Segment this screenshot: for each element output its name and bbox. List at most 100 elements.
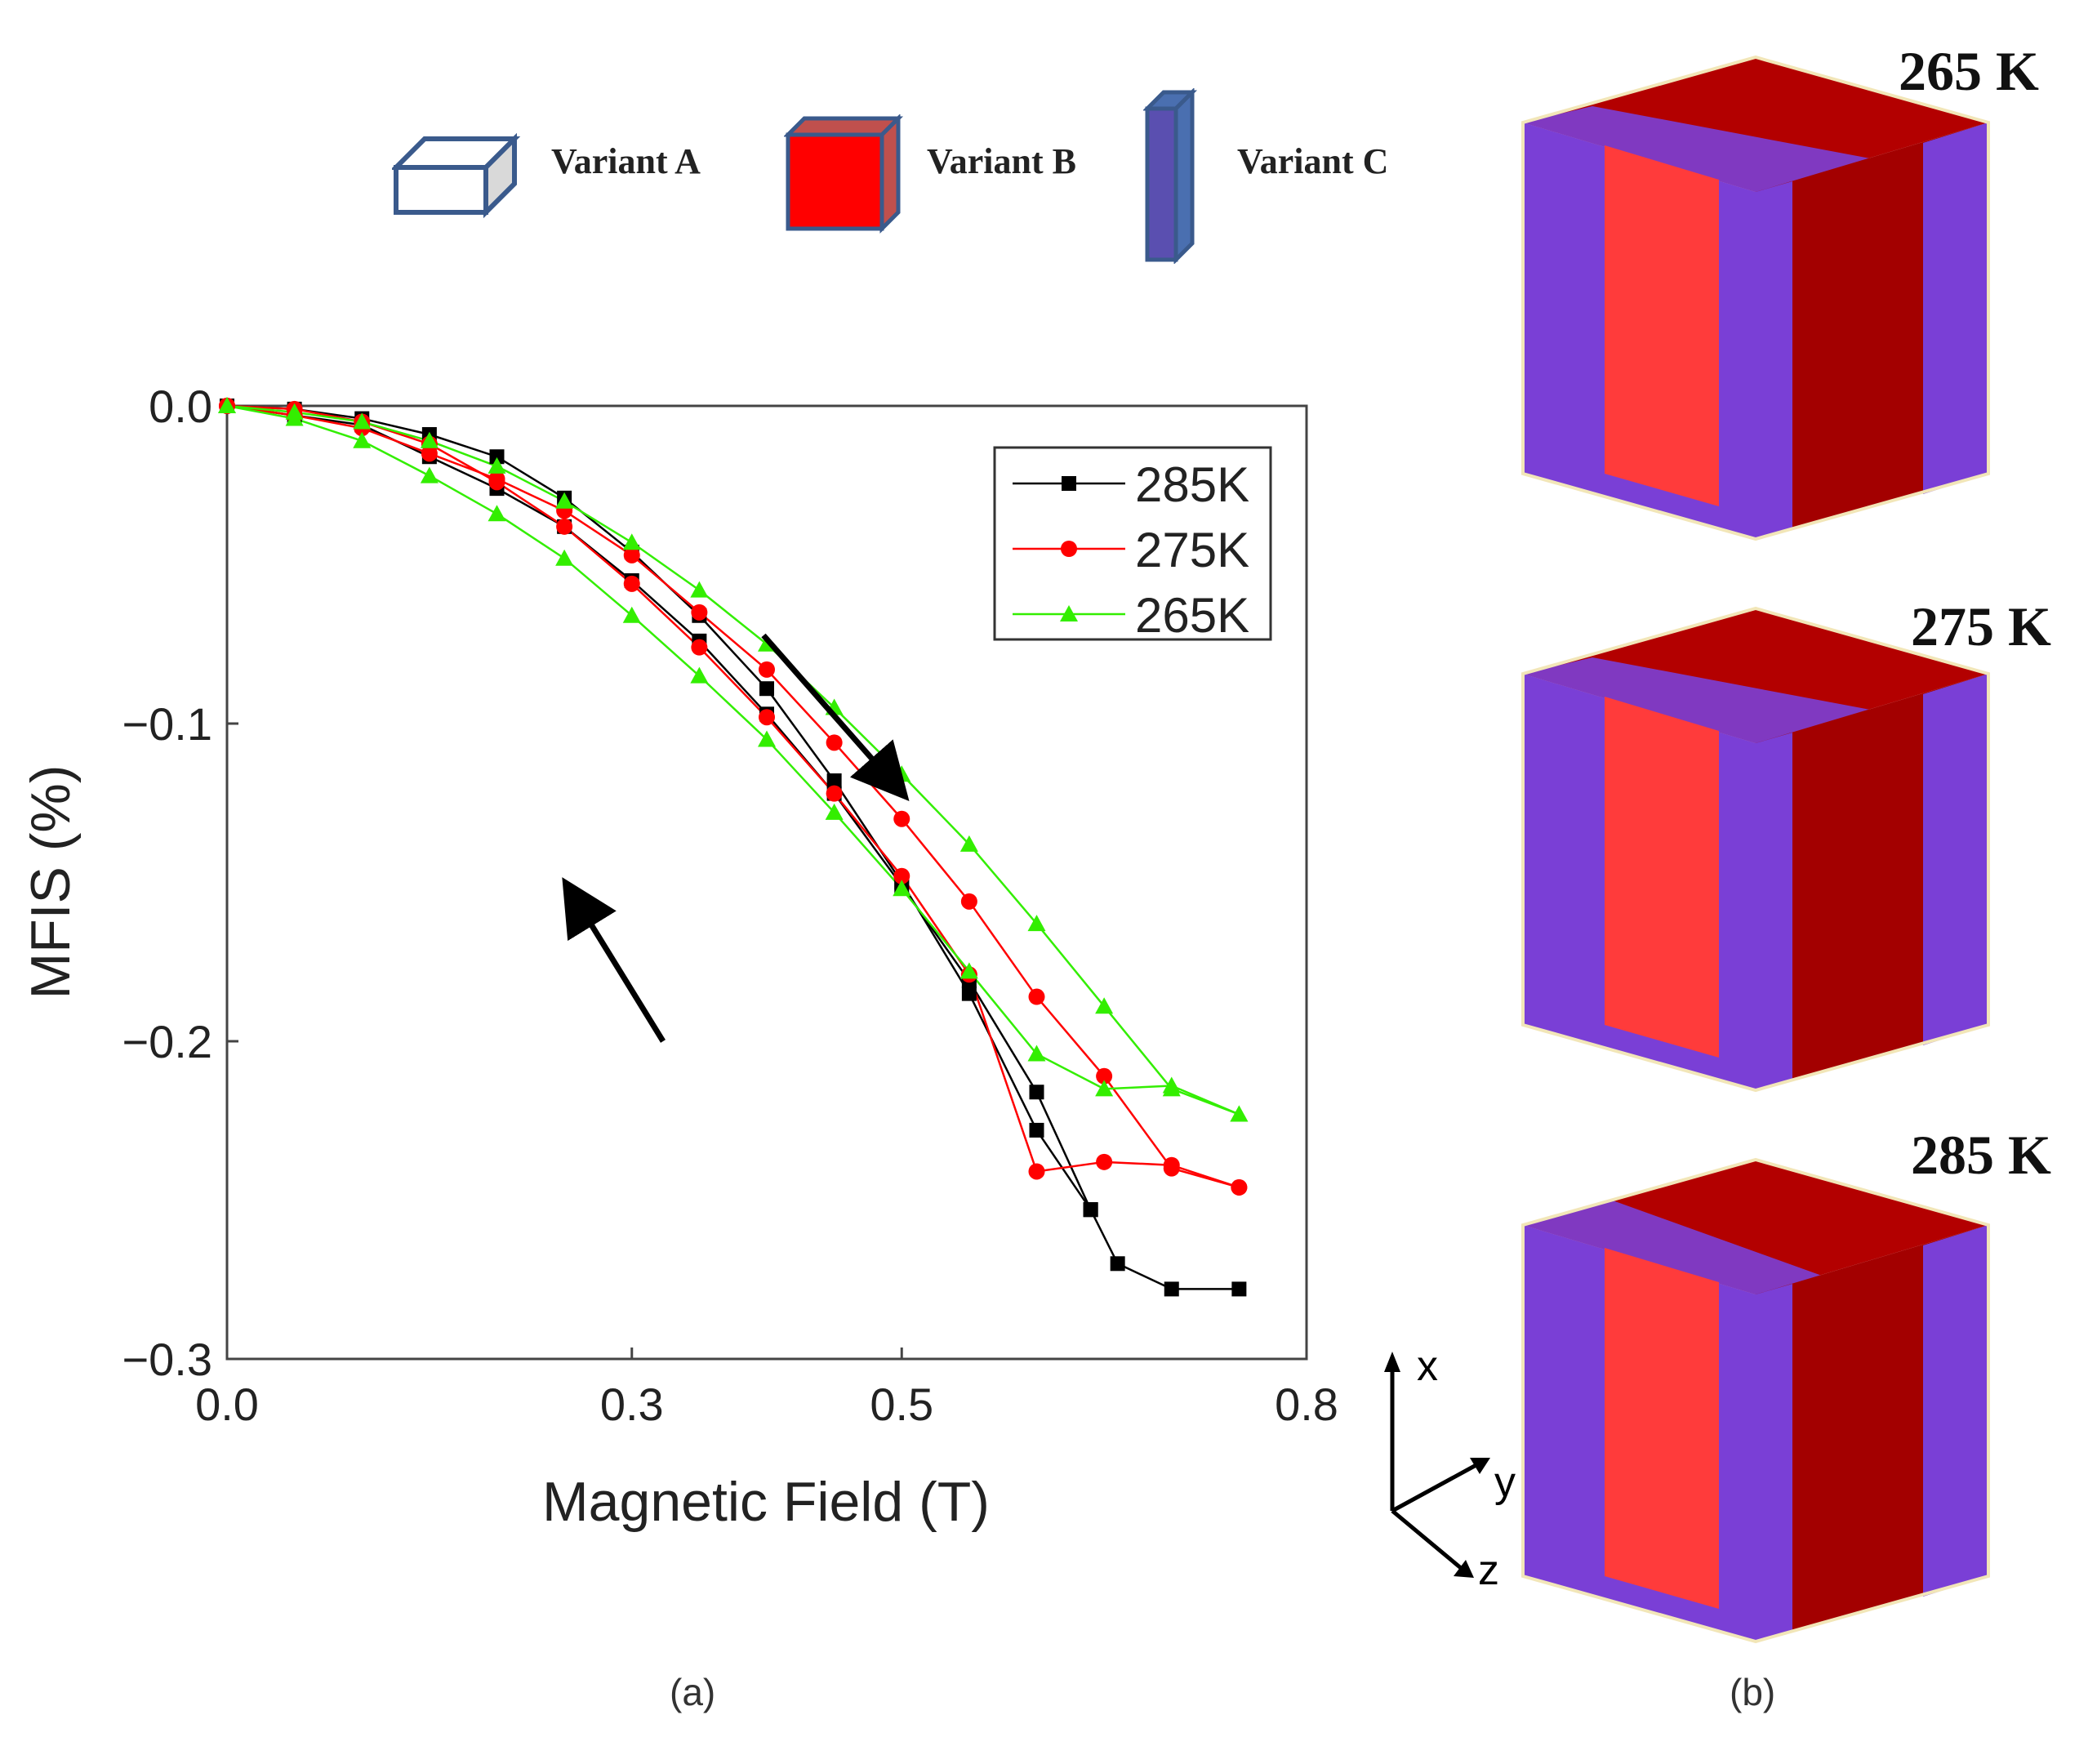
series-285K-end-line [1089,1209,1240,1290]
series-265K-point [285,409,304,426]
series-265K-point [555,549,574,566]
axis-z-label: z [1478,1547,1499,1592]
y-tick-label: −0.2 [122,1016,212,1067]
series-285K-point [1164,1281,1179,1297]
legend-label-275K: 275K [1135,523,1249,577]
series-265K-point [622,606,641,623]
cube-label-285: 285 K [1911,1124,2051,1186]
series-285K-point [1231,1281,1247,1297]
axis-y-label: y [1494,1459,1516,1506]
series-285K-return-line [226,404,1092,1210]
series-265K-point [420,466,439,483]
series-265K-point [959,835,978,852]
series-265K-point [488,457,506,474]
variant-b-icon [784,114,904,234]
series-285K-point [826,773,842,789]
variant-a-icon [392,132,521,219]
series-275K-point [691,604,708,621]
series-265K-point [1027,915,1046,932]
series-265K-point [420,431,439,448]
series-265K-point [1027,1045,1046,1062]
cube-label-265: 265 K [1899,40,2039,102]
series-275K-point [759,709,775,726]
series-275K-point [960,893,977,910]
series-265K-point [353,412,372,430]
series-275K-point [1096,1067,1113,1085]
caption-b: (b) [1730,1671,1776,1713]
cube-285 [1521,1157,1990,1644]
series-285K-point [1110,1256,1125,1272]
series-265K-point [959,962,978,979]
series-275K-point [826,734,843,751]
series-265K-loading-line [226,404,1240,1116]
legend-label-265K: 265K [1135,588,1249,643]
series-285K-point [489,449,505,465]
variant-legend: Variant A Variant B Variant C [384,82,1445,270]
loading-arrow [761,633,910,802]
legend-marker-275K [1061,541,1077,557]
variant-b-label: Variant B [927,141,1076,181]
series-275K-point [1028,988,1045,1005]
axis-triad: x y z [1384,1343,1516,1592]
series-275K-point [893,867,910,884]
series-275K-point [1163,1156,1180,1174]
y-tick-label: −0.1 [122,698,212,750]
series-265K-point [353,431,372,448]
caption-a: (a) [670,1671,716,1713]
series-265K-point [1230,1105,1249,1122]
series-275K-point [1096,1153,1113,1170]
legend-marker-285K [1062,476,1076,491]
series-265K-point [1095,1080,1114,1097]
series-275K-point [826,785,843,802]
series-265K-point [893,880,911,897]
series-275K-point [623,546,640,564]
series-285K-point [759,681,774,697]
series-265K-point [825,803,844,820]
series-265K-point [758,730,776,747]
y-tick-label: −0.3 [122,1334,212,1385]
series-285K-point [1083,1202,1098,1218]
series-275K-point [1028,1163,1045,1180]
series-265K-point [555,492,574,509]
x-tick-label: 0.8 [1275,1379,1338,1430]
cube-275 [1521,606,1990,1093]
series-265K-point [690,666,709,684]
cube-label-275: 275 K [1911,595,2051,657]
series-275K-point [488,474,505,491]
legend-marker-265K [1060,605,1078,621]
unloading-arrow [562,877,666,1043]
series-265K-point [1095,997,1114,1014]
series-265K-point [690,581,709,598]
series-275K-point [623,575,640,592]
legend-label-285K: 285K [1135,457,1249,512]
y-tick-label: 0.0 [149,381,212,432]
mfis-chart: 0.0 0.3 0.5 0.8 0.0 −0.1 −0.2 −0.3 285K 275K 265… [20,381,1338,1533]
chart-legend: 285K 275K 265K [993,446,1272,643]
variant-c-icon [1143,88,1198,264]
y-axis-label: MFIS (%) [20,764,82,999]
x-tick-label: 0.3 [600,1379,664,1430]
series-275K-point [1231,1178,1248,1196]
plot-frame [225,404,1308,1361]
x-tick-label: 0.5 [870,1379,933,1430]
series-275K-point [691,639,708,656]
cube-265 [1521,55,1990,541]
x-tick-label: 0.0 [195,1379,259,1430]
series-275K-loading-line [226,404,1240,1189]
series-275K-unloading-line [226,404,1240,1189]
axis-x-label: x [1417,1343,1438,1390]
series-265K-point [218,397,236,413]
series-285K-loading-line [226,404,1092,1210]
series-275K-point [759,661,775,678]
series-265K-unloading-line [226,404,1240,1116]
series-275K-point [556,518,573,535]
series-265K-point [622,533,641,550]
series-265K-point [488,505,506,522]
series-285K-point [1029,1122,1044,1138]
series-275K-point [893,810,910,827]
x-axis-label: Magnetic Field (T) [542,1471,990,1533]
series-285K-point [961,986,977,1001]
series-285K-point [1029,1085,1044,1100]
variant-c-label: Variant C [1237,141,1389,181]
variant-a-label: Variant A [551,141,701,181]
